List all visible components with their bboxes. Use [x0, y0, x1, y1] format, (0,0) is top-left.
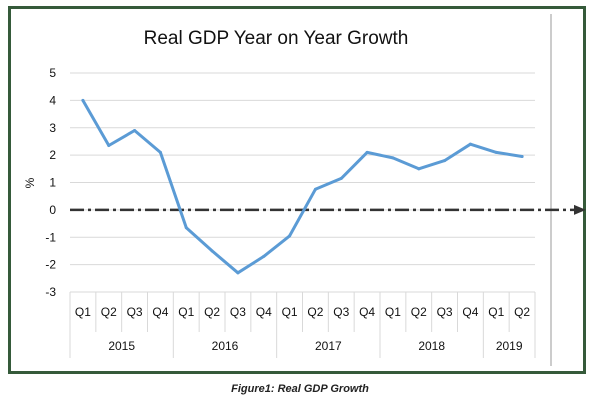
x-tick-label: Q1 — [282, 305, 298, 319]
figure-caption: Figure1: Real GDP Growth — [231, 383, 369, 395]
data-point — [133, 128, 137, 132]
x-tick-label: Q1 — [178, 305, 194, 319]
data-point — [443, 159, 447, 163]
data-point — [81, 98, 85, 102]
y-tick-label: 2 — [49, 148, 56, 162]
year-label: 2017 — [315, 339, 342, 353]
data-point — [210, 249, 214, 253]
chart-title: Real GDP Year on Year Growth — [144, 28, 409, 49]
data-point — [262, 254, 266, 258]
year-label: 2016 — [212, 339, 239, 353]
x-tick-label: Q2 — [101, 305, 117, 319]
year-label: 2019 — [496, 339, 523, 353]
x-tick-label: Q4 — [359, 305, 375, 319]
x-tick-label: Q2 — [514, 305, 530, 319]
y-tick-label: 1 — [49, 176, 56, 190]
data-point — [494, 150, 498, 154]
y-tick-label: 5 — [49, 66, 56, 80]
y-tick-label: 0 — [49, 203, 56, 217]
chart: Real GDP Year on Year Growth 5 4 3 2 1 0 -1 -2 -… — [23, 14, 586, 366]
zero-line-arrow-icon — [574, 204, 586, 215]
data-point — [313, 187, 317, 191]
x-tick-label: Q4 — [256, 305, 272, 319]
x-tick-label: Q3 — [437, 305, 453, 319]
y-tick-label: -2 — [45, 258, 56, 272]
y-tick-label: -1 — [45, 230, 56, 244]
data-point — [365, 150, 369, 154]
data-point — [158, 150, 162, 154]
data-point — [520, 154, 524, 158]
x-tick-label: Q1 — [385, 305, 401, 319]
year-label: 2018 — [418, 339, 445, 353]
series-line — [81, 98, 524, 275]
data-point — [391, 156, 395, 160]
y-tick-label: 4 — [49, 93, 56, 107]
data-point — [468, 142, 472, 146]
data-point — [184, 226, 188, 230]
y-tick-label: -3 — [45, 285, 56, 299]
x-tick-label: Q2 — [307, 305, 323, 319]
x-tick-label: Q4 — [462, 305, 478, 319]
x-tick-label: Q4 — [152, 305, 168, 319]
x-tick-label: Q2 — [411, 305, 427, 319]
data-point — [288, 234, 292, 238]
x-tick-label: Q1 — [75, 305, 91, 319]
data-point — [339, 176, 343, 180]
y-axis-label: % — [23, 177, 37, 188]
x-tick-label: Q3 — [333, 305, 349, 319]
year-label: 2015 — [108, 339, 135, 353]
data-point — [107, 144, 111, 148]
x-tick-label: Q1 — [488, 305, 504, 319]
x-tick-label: Q3 — [230, 305, 246, 319]
x-tick-label: Q2 — [204, 305, 220, 319]
data-point — [417, 167, 421, 171]
chart-frame — [8, 6, 586, 374]
data-point — [236, 271, 240, 275]
y-tick-label: 3 — [49, 121, 56, 135]
x-tick-label: Q3 — [127, 305, 143, 319]
